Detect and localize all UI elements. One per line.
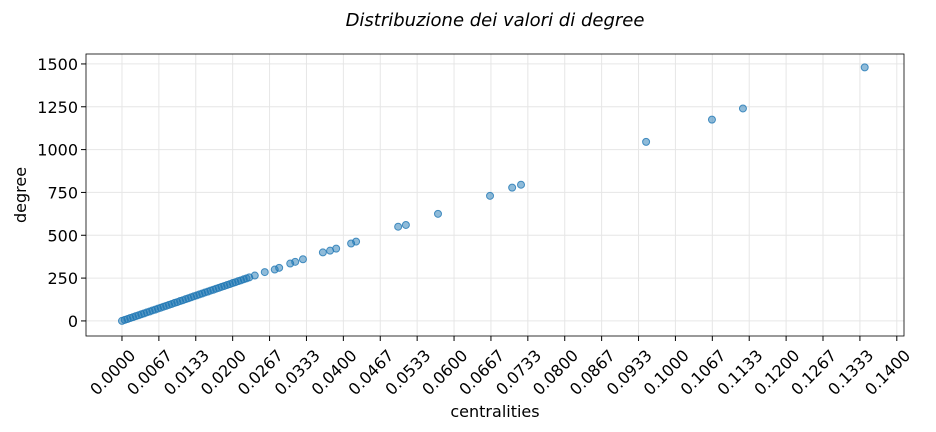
point xyxy=(738,104,747,113)
y-tick-label: 1500 xyxy=(37,55,78,74)
point xyxy=(394,222,403,231)
point xyxy=(260,268,269,277)
point xyxy=(318,248,327,257)
y-tick-label: 250 xyxy=(47,269,78,288)
point xyxy=(642,137,651,146)
chart-title: Distribuzione dei valori di degree xyxy=(346,10,645,31)
y-tick-label: 1250 xyxy=(37,98,78,117)
y-tick-label: 1000 xyxy=(37,141,78,160)
point xyxy=(352,237,361,246)
y-tick-label: 500 xyxy=(47,226,78,245)
point xyxy=(433,209,442,218)
point xyxy=(517,180,526,189)
plot-frame xyxy=(85,53,905,337)
point xyxy=(332,244,341,253)
point xyxy=(291,257,300,266)
x-axis-label: centralities xyxy=(450,402,539,421)
point xyxy=(486,191,495,200)
point xyxy=(508,183,517,192)
point xyxy=(707,115,716,124)
y-axis-label: degree xyxy=(11,167,30,223)
point xyxy=(401,220,410,229)
y-tick-label: 0 xyxy=(68,312,78,331)
point xyxy=(298,255,307,264)
point xyxy=(860,63,869,72)
y-tick-label: 750 xyxy=(47,183,78,202)
point xyxy=(250,271,259,280)
point xyxy=(275,263,284,272)
